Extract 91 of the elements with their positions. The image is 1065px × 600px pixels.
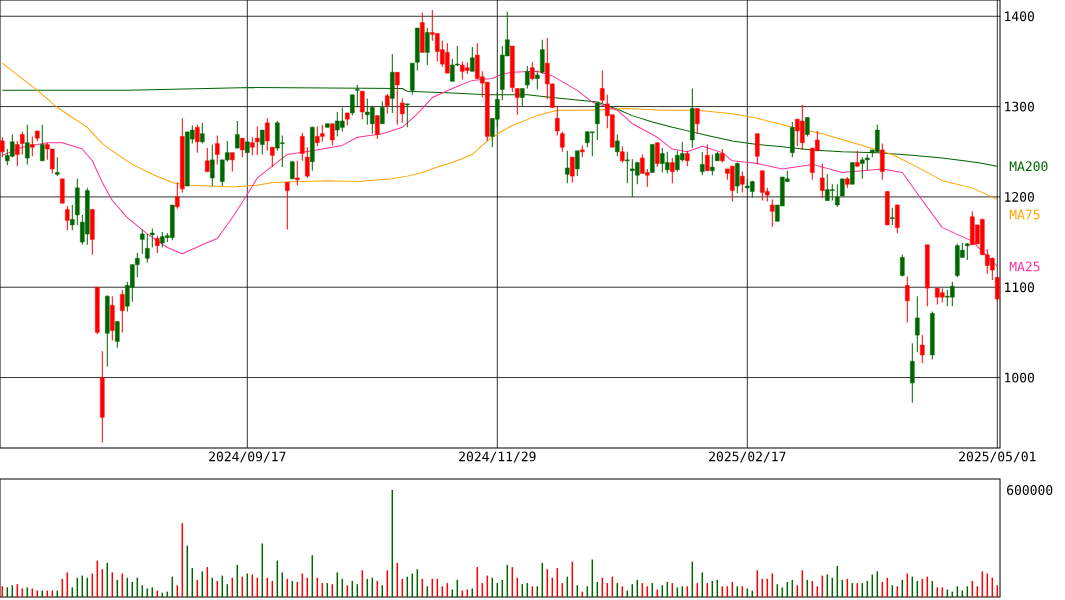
candlestick xyxy=(595,102,600,141)
candlestick xyxy=(470,46,475,72)
candlestick xyxy=(300,132,305,162)
candlestick xyxy=(255,125,260,156)
candlestick xyxy=(920,334,925,364)
candlestick xyxy=(515,88,520,116)
candlestick xyxy=(700,151,705,176)
candlestick xyxy=(710,153,715,176)
candlestick xyxy=(735,162,740,194)
candlestick xyxy=(910,342,915,404)
candlestick xyxy=(755,133,760,165)
candlestick xyxy=(615,134,620,157)
x-tick-label: 2024/11/29 xyxy=(459,451,536,463)
candlestick xyxy=(535,70,540,90)
y-tick-label: 1000 xyxy=(1005,372,1034,383)
candlestick xyxy=(655,142,660,168)
candlestick xyxy=(385,93,390,115)
y-tick-label: 1100 xyxy=(1005,282,1034,293)
candlestick xyxy=(540,39,545,75)
candlestick xyxy=(400,97,405,124)
candlestick xyxy=(880,143,885,181)
series-label: MA200 xyxy=(1009,161,1048,172)
candlestick xyxy=(600,69,605,104)
candlestick xyxy=(295,160,300,186)
candlestick xyxy=(895,203,900,234)
candlestick xyxy=(905,275,910,323)
candlestick xyxy=(850,162,855,185)
candlestick xyxy=(240,137,245,158)
text: 600000 xyxy=(1007,485,1053,495)
candlestick xyxy=(120,289,125,333)
candlestick xyxy=(55,156,60,177)
candlestick xyxy=(570,156,575,183)
candlestick xyxy=(525,65,530,90)
candlestick xyxy=(40,124,45,162)
y-tick-label: 1400 xyxy=(1005,11,1034,22)
x-tick-label: 2024/09/17 xyxy=(209,451,286,463)
candlestick xyxy=(175,181,180,210)
candlestick xyxy=(20,131,25,155)
candlestick xyxy=(65,205,70,231)
candlestick xyxy=(210,144,215,187)
candlestick xyxy=(575,150,580,177)
candlestick xyxy=(305,146,310,179)
candlestick xyxy=(395,71,400,126)
candlestick xyxy=(15,140,20,167)
candlestick xyxy=(235,120,240,149)
series-label: MA25 xyxy=(1009,261,1040,272)
candlestick xyxy=(350,94,355,117)
candlestick xyxy=(375,115,380,140)
candlestick xyxy=(740,171,745,193)
candlestick xyxy=(405,103,410,128)
candlestick xyxy=(995,276,1000,302)
candlestick xyxy=(625,151,630,184)
candlestick xyxy=(560,131,565,153)
candlestick xyxy=(260,129,265,155)
candlestick xyxy=(70,204,75,231)
candlestick xyxy=(270,146,275,168)
y-tick-label: 1300 xyxy=(1005,101,1034,112)
candlestick xyxy=(425,27,430,66)
y-tick-label: 1200 xyxy=(1005,191,1034,202)
candlestick xyxy=(25,124,30,165)
x-tick-label: 2025/02/17 xyxy=(709,451,786,463)
candlestick xyxy=(805,116,810,137)
candlestick xyxy=(205,147,210,173)
candlestick xyxy=(915,295,920,353)
candlestick xyxy=(140,228,145,255)
candlestick xyxy=(285,181,290,230)
candlestick xyxy=(380,100,385,125)
candlestick xyxy=(265,117,270,152)
series-label: MA75 xyxy=(1009,209,1040,220)
candlestick xyxy=(195,124,200,154)
candlestick xyxy=(670,157,675,184)
candlestick xyxy=(250,136,255,156)
candlestick xyxy=(115,321,120,349)
candlestick xyxy=(770,199,775,228)
candlestick xyxy=(565,150,570,184)
candlestick xyxy=(530,61,535,81)
candlestick xyxy=(145,233,150,264)
candlestick xyxy=(330,123,335,146)
candlestick xyxy=(360,90,365,120)
candlestick xyxy=(215,134,220,165)
candlestick xyxy=(230,152,235,173)
candlestick xyxy=(30,135,35,157)
candlestick xyxy=(705,144,710,172)
x-tick-label: 2025/05/01 xyxy=(959,451,1036,463)
line-series xyxy=(1,62,998,201)
candlestick xyxy=(555,105,560,136)
candlestick xyxy=(0,136,5,158)
candlestick xyxy=(820,162,825,199)
candlestick xyxy=(150,228,155,248)
candlestick xyxy=(200,122,205,145)
candlestick xyxy=(695,107,700,135)
